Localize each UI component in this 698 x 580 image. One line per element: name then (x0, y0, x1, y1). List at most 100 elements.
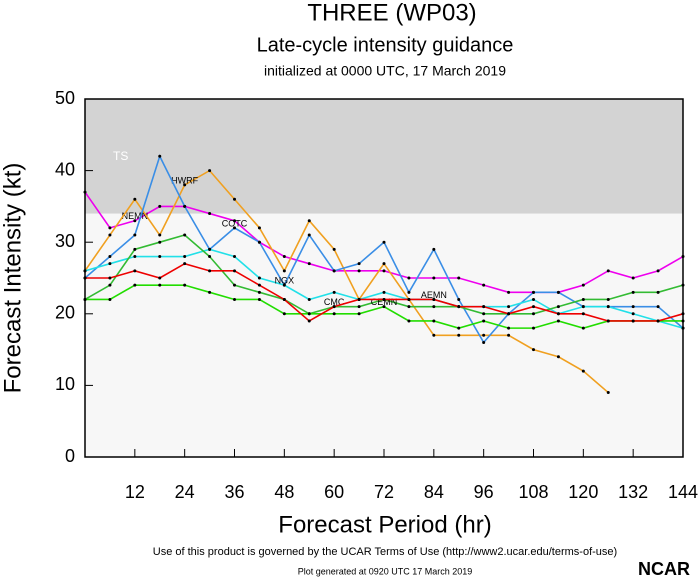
data-point (133, 233, 137, 237)
line-label: NGX (275, 276, 295, 286)
data-point (183, 283, 187, 287)
line-label: NEMN (122, 211, 149, 221)
y-tick-label: 10 (55, 374, 75, 394)
data-point (282, 312, 286, 316)
data-point (556, 319, 560, 323)
data-point (233, 197, 236, 201)
data-point (357, 262, 361, 266)
shade-label: TS (113, 149, 128, 163)
data-point (108, 255, 112, 259)
data-point (257, 240, 261, 244)
data-point (208, 247, 212, 251)
data-point (282, 283, 286, 287)
data-point (257, 276, 261, 280)
data-point (332, 247, 336, 251)
data-point (257, 290, 261, 294)
data-point (606, 305, 610, 309)
data-point (482, 333, 486, 337)
data-point (208, 255, 212, 259)
data-point (532, 290, 535, 294)
data-point (457, 305, 461, 309)
data-point (108, 226, 112, 230)
data-point (208, 169, 212, 173)
data-point (158, 255, 162, 259)
data-point (158, 283, 162, 287)
y-axis-label: Forecast Intensity (kt) (0, 163, 26, 394)
x-axis-label: Forecast Period (hr) (278, 511, 491, 538)
data-point (332, 269, 336, 273)
data-point (158, 154, 162, 158)
data-point (631, 276, 635, 280)
data-point (532, 312, 535, 316)
data-point (357, 269, 361, 273)
data-point (631, 319, 635, 323)
data-point (307, 262, 311, 266)
data-point (183, 262, 187, 266)
line-label: AEMN (421, 290, 447, 300)
data-point (606, 391, 610, 395)
data-point (581, 283, 585, 287)
data-point (133, 269, 137, 273)
data-point (133, 219, 137, 223)
data-point (282, 255, 286, 259)
data-point (656, 305, 660, 309)
data-point (332, 290, 336, 294)
data-point (133, 247, 137, 251)
data-point (407, 319, 411, 323)
data-point (432, 319, 436, 323)
chart-title: THREE (WP03) (307, 0, 476, 26)
data-point (482, 283, 486, 287)
x-tick-label: 48 (274, 482, 294, 502)
data-point (233, 255, 236, 259)
data-point (257, 226, 261, 230)
data-point (532, 305, 535, 309)
data-point (133, 255, 137, 259)
data-point (507, 333, 511, 337)
data-point (432, 305, 436, 309)
data-point (581, 369, 585, 373)
x-tick-label: 84 (424, 482, 444, 502)
data-point (556, 312, 560, 316)
data-point (631, 312, 635, 316)
data-point (382, 297, 386, 301)
y-tick-label: 50 (55, 88, 75, 108)
data-point (457, 333, 461, 337)
data-point (282, 269, 286, 273)
chart-caption: initialized at 0000 UTC, 17 March 2019 (264, 63, 506, 79)
data-point (183, 255, 187, 259)
y-tick-label: 30 (55, 231, 75, 251)
data-point (233, 283, 236, 287)
y-tick-label: 20 (55, 303, 75, 323)
data-point (357, 312, 361, 316)
data-point (208, 290, 212, 294)
data-point (183, 183, 187, 187)
data-point (158, 204, 162, 208)
line-label: HWRF (171, 175, 198, 185)
y-tick-label: 0 (65, 446, 75, 466)
data-point (432, 297, 436, 301)
data-point (332, 305, 336, 309)
chart-subtitle: Late-cycle intensity guidance (257, 34, 514, 56)
data-point (407, 276, 411, 280)
x-tick-label: 132 (618, 482, 648, 502)
data-point (532, 297, 535, 301)
data-point (158, 233, 162, 237)
data-point (507, 312, 511, 316)
y-tick-label: 40 (55, 159, 75, 179)
data-point (457, 326, 461, 330)
series-line (84, 169, 609, 394)
data-point (357, 297, 361, 301)
data-point (457, 297, 461, 301)
data-point (507, 290, 511, 294)
data-point (556, 290, 560, 294)
data-point (532, 326, 535, 330)
data-point (432, 333, 436, 337)
data-point (606, 319, 610, 323)
data-point (382, 262, 386, 266)
data-point (108, 262, 112, 266)
data-point (307, 312, 311, 316)
data-point (432, 276, 436, 280)
data-point (158, 276, 162, 280)
line-label: CEMN (371, 297, 398, 307)
